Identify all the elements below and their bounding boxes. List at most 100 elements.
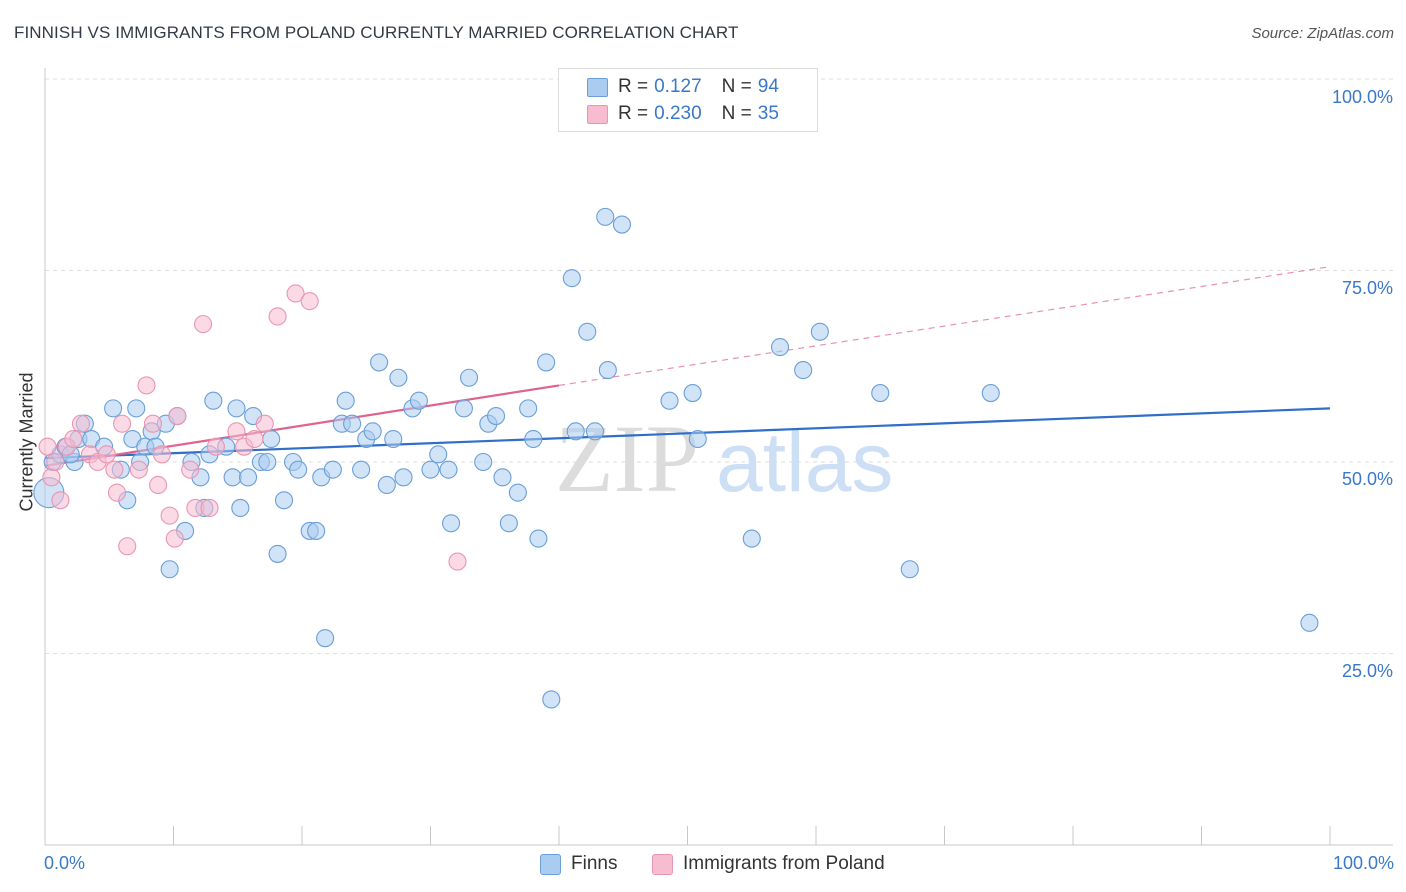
finns-point [274, 491, 294, 510]
finns-point [429, 445, 448, 464]
finns-point [524, 429, 543, 449]
poland-n-value: 35 [757, 103, 779, 124]
finns-point [683, 384, 702, 403]
finns-point [223, 468, 242, 487]
finns-n-value: 94 [757, 76, 779, 97]
poland-swatch [587, 104, 608, 124]
axes [44, 68, 1393, 846]
finns-point [384, 429, 403, 449]
poland-point [286, 284, 305, 303]
y-tick-25: 25.0% [1341, 661, 1393, 681]
poland-point [194, 315, 213, 334]
poland-point [168, 406, 187, 426]
finns-point [323, 460, 342, 479]
poland-point [71, 414, 91, 433]
poland-point [107, 483, 127, 502]
finns-point [596, 207, 615, 226]
finns-point [343, 414, 362, 433]
finns-point [742, 529, 761, 548]
finns-point [377, 475, 396, 495]
poland-n-label: N = [721, 103, 752, 124]
poland-point [165, 529, 184, 548]
chart-title: FINNISH VS IMMIGRANTS FROM POLAND CURREN… [14, 23, 739, 42]
trend-lines [44, 266, 1331, 467]
y-tick-100: 100.0% [1331, 87, 1393, 107]
finns-point [442, 514, 461, 533]
legend-row-finns: R = 0.127 N = 94 [587, 75, 799, 99]
finns-point [439, 460, 458, 479]
poland-point [113, 414, 132, 433]
finns-point [160, 560, 179, 579]
finns-point [227, 399, 246, 418]
legend-row-poland: R = 0.230 N = 35 [587, 102, 799, 126]
finns-point [352, 460, 371, 479]
finns-point [660, 391, 679, 410]
finns-point [474, 452, 493, 472]
chart-source: Source: ZipAtlas.com [1251, 25, 1394, 42]
finns-point [688, 429, 707, 449]
finns-point [566, 422, 585, 441]
finns-point [770, 338, 790, 357]
finns-legend-label: Finns [571, 853, 618, 874]
finns-point [389, 368, 408, 387]
finns-point [238, 468, 258, 487]
bottom-legend-finns: Finns [540, 852, 617, 876]
poland-point [300, 292, 319, 311]
finns-point [370, 353, 389, 372]
grid-lines [45, 78, 1393, 654]
finns-point [262, 429, 281, 449]
poland-trend-line [44, 384, 560, 467]
finns-point [409, 391, 428, 410]
finns-r-value: 0.127 [654, 76, 702, 97]
finns-legend-swatch [540, 853, 561, 875]
poland-point [227, 422, 246, 441]
finns-point [363, 422, 382, 441]
x-tick-right: 100.0% [1332, 853, 1394, 873]
poland-point [160, 506, 179, 525]
legend-box: R = 0.127 N = 94 R = 0.230 N = 35 [558, 68, 818, 132]
finns-point [871, 384, 890, 403]
poland-point [149, 475, 168, 495]
poland-point [200, 498, 219, 518]
finns-point [508, 483, 527, 502]
y-axis-label: Currently Married [16, 372, 37, 512]
poland-legend-swatch [652, 853, 673, 875]
finns-point [268, 544, 287, 563]
finns-trend-line [44, 407, 1331, 460]
finns-point [104, 399, 123, 418]
poland-legend-label: Immigrants from Poland [683, 853, 885, 874]
finns-point [493, 468, 512, 487]
finns-point [127, 399, 146, 418]
finns-point [1300, 613, 1319, 632]
poland-point [46, 452, 65, 472]
finns-point [585, 422, 605, 441]
finns-point [231, 498, 250, 518]
finns-point [562, 269, 581, 288]
poland-point [206, 437, 225, 456]
finns-point [519, 399, 538, 418]
finns-point [499, 514, 518, 533]
finns-point [900, 560, 919, 579]
finns-point [537, 353, 556, 372]
poland-point [38, 437, 57, 456]
bottom-legend-poland: Immigrants from Poland [652, 852, 885, 876]
finns-point [307, 521, 326, 540]
finns-point [459, 368, 479, 387]
poland-point [152, 445, 171, 464]
poland-point [105, 460, 124, 479]
finns-point [316, 629, 335, 648]
poland-point [51, 491, 70, 510]
poland-point [181, 460, 200, 479]
finns-r-label: R = [618, 76, 649, 97]
watermark: ZIP atlas [555, 405, 893, 512]
finns-point [258, 452, 277, 472]
finns-point [289, 460, 308, 479]
poland-trend-extension [558, 266, 1331, 386]
watermark-zip: ZIP [555, 405, 699, 512]
x-tick-left: 0.0% [44, 853, 86, 873]
finns-point [542, 690, 561, 709]
y-tick-50: 50.0% [1341, 469, 1393, 489]
finns-point [421, 460, 440, 479]
poland-point [268, 307, 287, 326]
